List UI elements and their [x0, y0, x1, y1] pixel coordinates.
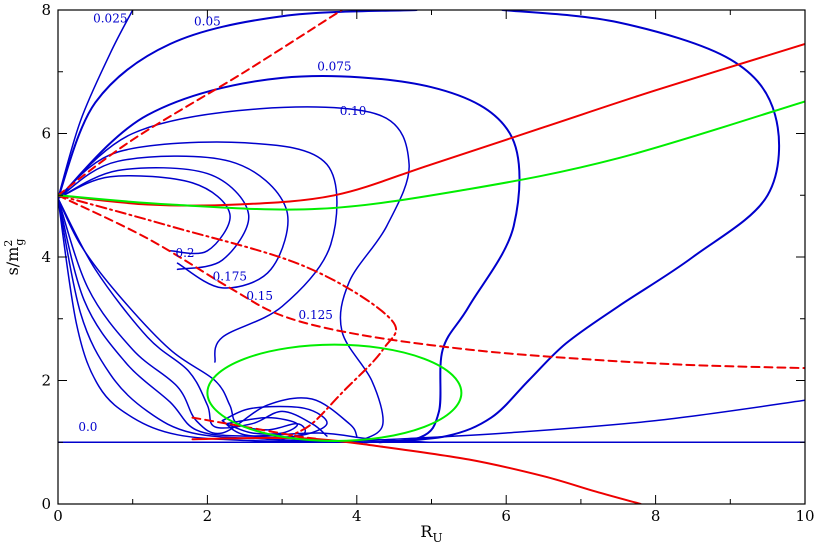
x-tick-label: 8	[651, 507, 661, 525]
contour-label: 0.025	[93, 11, 127, 25]
contour-curve-2	[58, 75, 521, 444]
contour-curve-16	[225, 416, 299, 435]
contour-curve-10	[58, 197, 358, 437]
contour-curve-7	[58, 175, 231, 255]
x-tick-label: 6	[501, 507, 511, 525]
green-curve-24	[58, 100, 805, 211]
red-curve-23	[58, 194, 397, 438]
contour-curve-11	[58, 197, 433, 444]
x-tick-label: 4	[352, 507, 362, 525]
contour-curve-12	[58, 197, 805, 442]
contour-label: 0.15	[246, 289, 273, 303]
y-tick-label: 4	[41, 248, 51, 266]
contour-curve-13	[58, 197, 328, 443]
x-axis-label-sub: U	[432, 531, 442, 545]
y-tick-label: 2	[41, 372, 51, 390]
red-curve-18	[58, 43, 805, 207]
contour-curve-0	[58, 10, 134, 200]
contour-label: 0.175	[213, 269, 247, 283]
x-tick-label: 10	[795, 507, 814, 525]
x-axis-label-main: R	[420, 522, 433, 541]
red-curve-20	[58, 10, 343, 197]
contour-curve-5	[58, 155, 289, 289]
y-tick-label: 0	[41, 495, 51, 513]
contour-labels: 0.025 0.05 0.075 0.10 0.2 0.175 0.15 0.125 0.0	[78, 11, 366, 434]
red-curve-22	[191, 416, 321, 441]
x-axis-label: RU	[420, 522, 442, 545]
contour-label: 0.2	[175, 246, 194, 260]
contour-curve-8	[58, 197, 307, 440]
y-tick-label: 6	[41, 125, 51, 143]
contour-label: 0.0	[78, 420, 97, 434]
y-axis-label: s/m2g	[2, 239, 26, 276]
red-curve-21	[58, 194, 805, 370]
contour-label: 0.075	[317, 60, 351, 74]
series-layer	[58, 10, 805, 504]
x-tick-label: 2	[203, 507, 213, 525]
contour-curve-1	[58, 10, 418, 200]
contour-curve-9	[58, 197, 328, 437]
contour-curve-4	[58, 141, 338, 363]
contour-label: 0.05	[194, 14, 221, 28]
contour-curve-17	[221, 405, 328, 438]
contour-curve-6	[58, 166, 250, 271]
ticks-layer: 0 2 4 6 8 10 0 2 4 6 8	[41, 1, 814, 525]
contour-label: 0.125	[299, 308, 333, 322]
y-axis-label-sup: 2	[2, 240, 15, 247]
contour-curve-14	[378, 10, 781, 444]
contour-label: 0.10	[340, 104, 367, 118]
y-tick-label: 8	[41, 1, 51, 19]
x-tick-label: 0	[53, 507, 63, 525]
red-curve-19	[191, 436, 642, 504]
y-axis-label-sub: g	[13, 239, 26, 246]
y-axis-label-main: s/m	[3, 247, 22, 276]
green-curve-25	[206, 343, 463, 443]
contour-curve-3	[58, 106, 410, 444]
